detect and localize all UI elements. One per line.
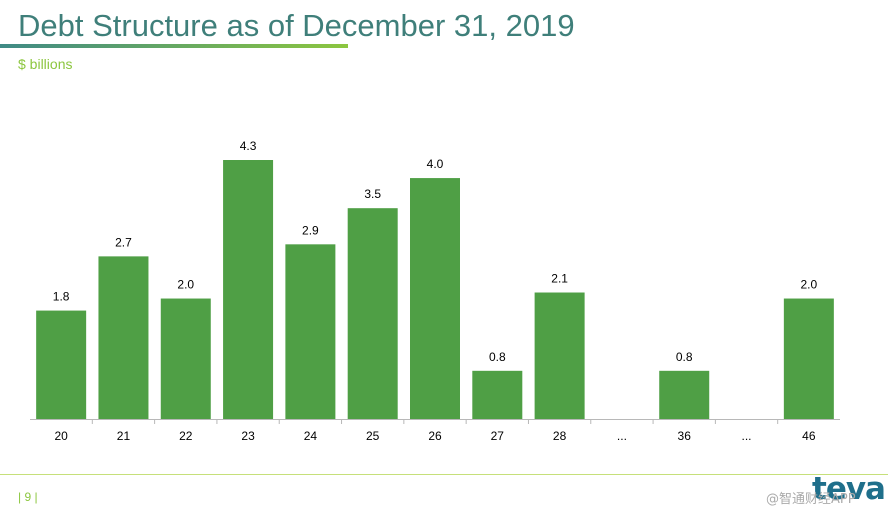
tick-label-28: 28 — [553, 429, 567, 443]
tick-label-26: 26 — [428, 429, 442, 443]
data-label-28: 2.1 — [551, 272, 568, 286]
tick-label-27: 27 — [491, 429, 505, 443]
bar-36 — [659, 370, 710, 419]
teva-logo: teva — [812, 471, 886, 507]
tick-label-ellipsis: ... — [742, 429, 752, 443]
bar-24 — [285, 244, 336, 419]
units-subtitle: $ billions — [18, 56, 73, 72]
data-label-26: 4.0 — [427, 157, 444, 171]
tick-label-46: 46 — [802, 429, 816, 443]
bar-26 — [410, 178, 460, 419]
watermark-text: @智通财经APP — [766, 492, 856, 507]
tick-label-21: 21 — [117, 429, 131, 443]
bar-23 — [223, 160, 274, 419]
bar-21 — [98, 256, 149, 419]
bar-25 — [347, 208, 398, 419]
bar-chart: 1.8 20 2.7 21 2.0 22 4.3 23 2.9 24 3.5 25 4.0 26 0.8 27… — [30, 139, 840, 443]
data-label-36: 0.8 — [676, 350, 693, 364]
data-label-21: 2.7 — [115, 235, 132, 249]
bar-20 — [36, 310, 87, 419]
bar-28 — [534, 292, 585, 419]
footer-divider — [0, 474, 888, 475]
data-label-20: 1.8 — [53, 290, 70, 304]
bar-27 — [472, 370, 523, 419]
data-label-25: 3.5 — [364, 187, 381, 201]
bar-22 — [160, 298, 211, 419]
tick-label-20: 20 — [54, 429, 68, 443]
data-label-27: 0.8 — [489, 350, 506, 364]
tick-label-22: 22 — [179, 429, 193, 443]
data-label-24: 2.9 — [302, 223, 319, 237]
tick-label-25: 25 — [366, 429, 380, 443]
title-underline — [0, 44, 348, 48]
page-number: | 9 | — [18, 490, 38, 504]
data-label-23: 4.3 — [240, 139, 257, 153]
tick-label-24: 24 — [304, 429, 318, 443]
tick-label-23: 23 — [241, 429, 255, 443]
data-label-46: 2.0 — [801, 278, 818, 292]
data-label-22: 2.0 — [177, 278, 194, 292]
bar-46 — [783, 298, 834, 419]
tick-label-36: 36 — [678, 429, 692, 443]
tick-label-ellipsis: ... — [617, 429, 627, 443]
page-title: Debt Structure as of December 31, 2019 — [18, 8, 575, 43]
